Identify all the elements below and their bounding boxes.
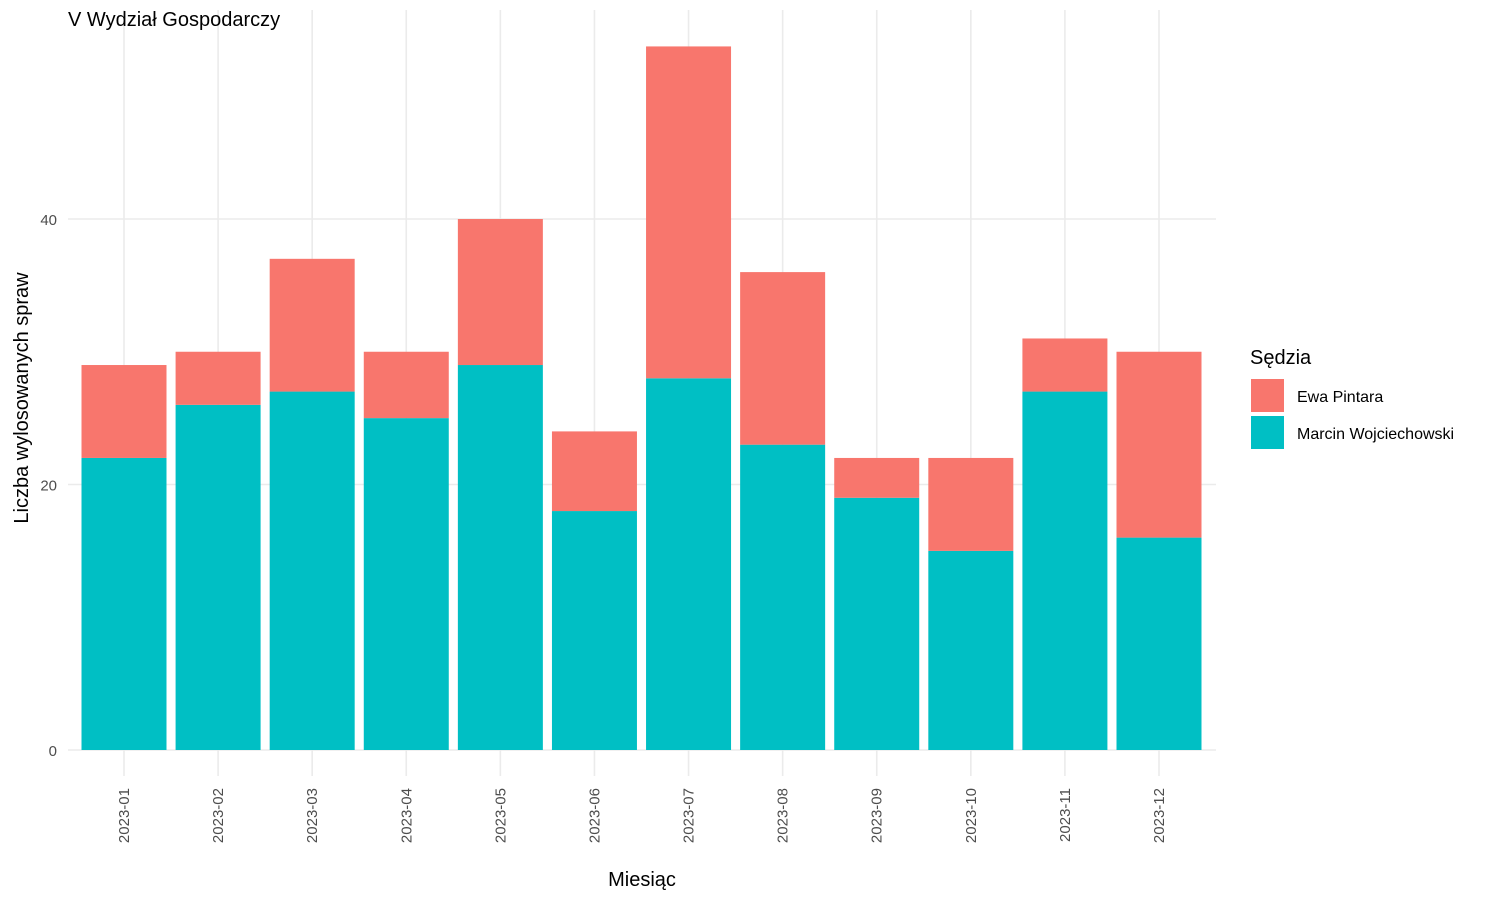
bar-ewa-pintara-2023-01	[81, 365, 167, 458]
bar-marcin-wojciechowski-2023-08	[740, 444, 826, 750]
bar-ewa-pintara-2023-09	[834, 457, 920, 498]
legend: Sędzia Ewa Pintara Marcin Wojciechowski	[1250, 347, 1454, 449]
bar-marcin-wojciechowski-2023-10	[928, 550, 1014, 750]
y-axis-title: Liczba wylosowanych spraw	[11, 272, 33, 524]
y-tick-label: 0	[49, 743, 57, 760]
legend-label: Ewa Pintara	[1297, 389, 1383, 406]
bar-marcin-wojciechowski-2023-11	[1022, 391, 1108, 750]
bar-ewa-pintara-2023-10	[928, 457, 1014, 551]
bar-ewa-pintara-2023-07	[646, 46, 732, 379]
bar-ewa-pintara-2023-12	[1116, 351, 1202, 538]
legend-label: Marcin Wojciechowski	[1297, 426, 1454, 443]
bar-marcin-wojciechowski-2023-05	[457, 365, 543, 750]
x-tick-label: 2023-07	[681, 788, 698, 843]
bar-ewa-pintara-2023-06	[551, 431, 637, 512]
bars	[81, 46, 1202, 750]
x-tick-label: 2023-11	[1057, 788, 1074, 842]
legend-key-marcin-wojciechowski	[1251, 416, 1284, 449]
x-tick-label: 2023-08	[775, 788, 792, 843]
bar-marcin-wojciechowski-2023-12	[1116, 537, 1202, 750]
bar-ewa-pintara-2023-08	[740, 272, 826, 445]
bar-ewa-pintara-2023-02	[175, 351, 261, 405]
x-axis-ticks: 2023-01 2023-02 2023-03 2023-04 2023-05 2023-…	[116, 788, 1168, 843]
legend-key-ewa-pintara	[1251, 379, 1284, 412]
bar-marcin-wojciechowski-2023-07	[646, 378, 732, 750]
bar-marcin-wojciechowski-2023-01	[81, 457, 167, 750]
x-tick-label: 2023-04	[398, 788, 415, 843]
bar-ewa-pintara-2023-11	[1022, 338, 1108, 392]
y-axis-ticks: 0 20 40	[40, 212, 57, 760]
legend-title: Sędzia	[1250, 347, 1312, 369]
x-tick-label: 2023-06	[586, 788, 603, 843]
bar-ewa-pintara-2023-04	[363, 351, 449, 419]
x-tick-label: 2023-10	[963, 788, 980, 843]
x-tick-label: 2023-02	[210, 788, 227, 843]
y-tick-label: 40	[40, 212, 57, 229]
bar-marcin-wojciechowski-2023-09	[834, 497, 920, 750]
bar-marcin-wojciechowski-2023-03	[269, 391, 355, 750]
x-tick-label: 2023-09	[869, 788, 886, 843]
bar-ewa-pintara-2023-05	[457, 219, 543, 366]
x-tick-label: 2023-01	[116, 788, 133, 843]
x-axis-title: Miesiąc	[608, 869, 676, 891]
bar-ewa-pintara-2023-03	[269, 258, 355, 392]
x-tick-label: 2023-12	[1151, 788, 1168, 843]
bar-marcin-wojciechowski-2023-04	[363, 418, 449, 750]
bar-marcin-wojciechowski-2023-02	[175, 404, 261, 750]
y-tick-label: 20	[40, 478, 57, 495]
x-tick-label: 2023-05	[492, 788, 509, 843]
bar-marcin-wojciechowski-2023-06	[551, 511, 637, 750]
x-tick-label: 2023-03	[304, 788, 321, 843]
chart-title: V Wydział Gospodarczy	[68, 9, 280, 31]
